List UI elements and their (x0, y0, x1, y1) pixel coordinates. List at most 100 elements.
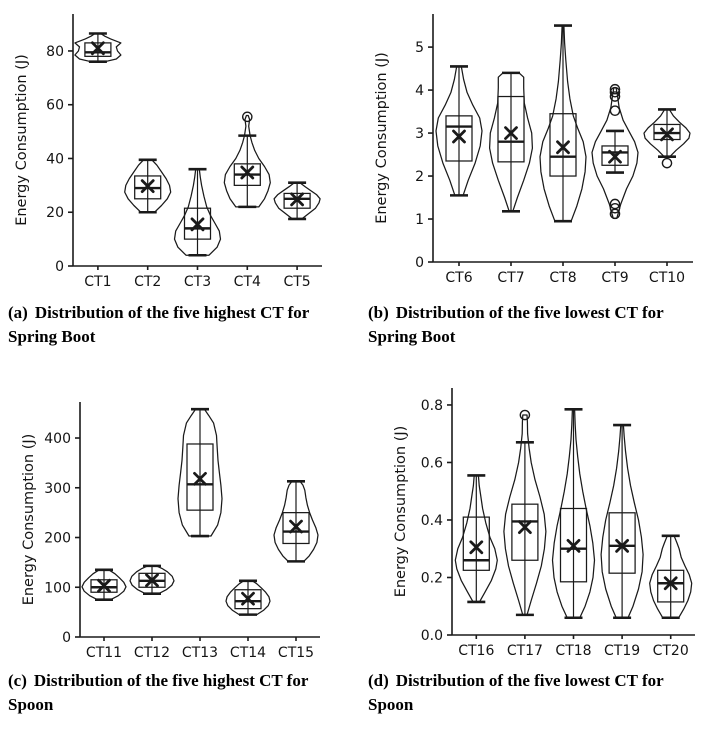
y-tick-label: 0 (62, 630, 71, 646)
mean-x-marker (660, 127, 674, 142)
axes: 0 20 40 60 80 Energy Consumption (J) (14, 14, 322, 275)
caption-c: (c) Distribution of the five highest CT f… (8, 669, 326, 717)
caption-d-label: (d) (368, 671, 389, 690)
box (282, 512, 310, 545)
panel-b-plot: 0 1 2 3 4 5 Energy Consumption (J) CT6 CT7 CT8 CT9… (374, 14, 693, 286)
violin-CT7: CT7 (488, 71, 534, 286)
mean-x-marker (566, 538, 581, 553)
box (283, 192, 311, 209)
box (183, 207, 212, 240)
x-category-label: CT5 (283, 274, 310, 290)
mean-x-marker (145, 573, 159, 588)
mean-x-marker (140, 179, 155, 194)
box (84, 42, 112, 57)
box (559, 507, 588, 583)
mean-x-marker (289, 519, 303, 534)
axes: 0 100 200 300 400 Energy Consumption (J) (21, 402, 320, 646)
y-tick-label: 0 (55, 259, 64, 275)
outlier-circle (609, 202, 621, 214)
caption-c-text: Distribution of the five highest CT for … (8, 671, 309, 715)
mean-x-marker (240, 165, 255, 180)
x-category-label: CT1 (84, 274, 111, 290)
caption-a-label: (a) (8, 303, 28, 322)
violin-CT4: CT4 (223, 111, 271, 290)
violin-CT14: CT14 (225, 579, 271, 661)
x-category-label: CT19 (604, 643, 640, 659)
violin-CT11: CT11 (81, 568, 127, 661)
outlier-circle (609, 208, 621, 220)
panel-c: 0 100 200 300 400 Energy Consumption (J) CT11 C… (0, 370, 360, 666)
axes: 0 1 2 3 4 5 Energy Consumption (J) (374, 14, 693, 271)
outlier-circle (609, 86, 621, 98)
y-tick-label: 0.8 (421, 398, 443, 414)
box (234, 589, 262, 610)
x-category-label: CT20 (653, 643, 689, 659)
x-category-label: CT8 (549, 270, 576, 286)
mean-x-marker (608, 149, 622, 164)
x-category-label: CT14 (230, 645, 266, 661)
box (445, 115, 473, 162)
y-tick-label: 0.4 (421, 513, 443, 529)
y-axis-label: Energy Consumption (J) (14, 54, 30, 226)
violin-CT15: CT15 (273, 479, 319, 661)
violin-CT12: CT12 (129, 564, 175, 661)
y-axis-label: Energy Consumption (J) (374, 52, 390, 224)
violin-CT6: CT6 (435, 65, 483, 286)
box (90, 579, 118, 593)
violin-outline (503, 414, 547, 616)
x-category-label: CT18 (555, 643, 591, 659)
mean-x-marker (290, 192, 304, 207)
x-category-label: CT9 (601, 270, 628, 286)
violin-CT16: CT16 (454, 474, 498, 659)
box (462, 516, 490, 571)
violin-CT13: CT13 (177, 407, 223, 661)
x-category-label: CT10 (649, 270, 685, 286)
mean-x-marker (469, 540, 484, 555)
y-axis-label: Energy Consumption (J) (393, 426, 409, 598)
outlier-circle (519, 409, 531, 421)
caption-c-label: (c) (8, 671, 27, 690)
y-tick-label: 300 (44, 481, 71, 497)
x-category-label: CT13 (182, 645, 218, 661)
mean-x-marker (504, 126, 518, 140)
y-axis-label: Energy Consumption (J) (21, 434, 37, 606)
mean-x-marker (190, 217, 205, 232)
caption-a: (a) Distribution of the five highest CT f… (8, 301, 326, 349)
caption-d-text: Distribution of the five lowest CT for S… (368, 671, 664, 715)
mean-x-marker (663, 576, 678, 591)
x-category-label: CT6 (445, 270, 472, 286)
y-tick-label: 0 (415, 255, 424, 271)
box (657, 569, 685, 603)
caption-b: (b) Distribution of the five lowest CT fo… (368, 301, 712, 349)
panel-b: 0 1 2 3 4 5 Energy Consumption (J) CT6 CT7 CT8 CT9… (360, 4, 720, 300)
box (186, 443, 214, 511)
x-category-label: CT15 (278, 645, 314, 661)
mean-x-marker (452, 129, 466, 144)
outlier-circle (609, 91, 621, 102)
axes: 0.0 0.2 0.4 0.6 0.8 Energy Consumption (J) (393, 388, 695, 644)
caption-d: (d) Distribution of the five lowest CT fo… (368, 669, 712, 717)
y-tick-label: 40 (46, 151, 64, 167)
y-tick-label: 1 (415, 212, 424, 228)
violin-CT5: CT5 (273, 181, 321, 290)
outlier-circle (661, 157, 673, 169)
x-category-label: CT4 (234, 274, 261, 290)
y-tick-label: 80 (46, 44, 64, 60)
mean-x-marker (97, 578, 111, 593)
outlier-circle (609, 83, 621, 95)
violin-CT17: CT17 (503, 409, 547, 659)
mean-x-marker (241, 591, 255, 606)
y-tick-label: 2 (415, 169, 424, 185)
y-tick-label: 5 (415, 40, 424, 56)
mean-x-marker (91, 41, 105, 56)
box (497, 95, 525, 163)
panel-a-plot: 0 20 40 60 80 Energy Consumption (J) CT1 CT2 CT3… (14, 14, 322, 290)
y-tick-label: 100 (44, 580, 71, 596)
panel-c-plot: 0 100 200 300 400 Energy Consumption (J) CT11 C… (21, 402, 320, 661)
y-tick-label: 20 (46, 205, 64, 221)
x-category-label: CT7 (497, 270, 524, 286)
violin-CT19: CT19 (600, 423, 644, 659)
caption-b-text: Distribution of the five lowest CT for S… (368, 303, 664, 347)
mean-x-marker (518, 520, 532, 535)
